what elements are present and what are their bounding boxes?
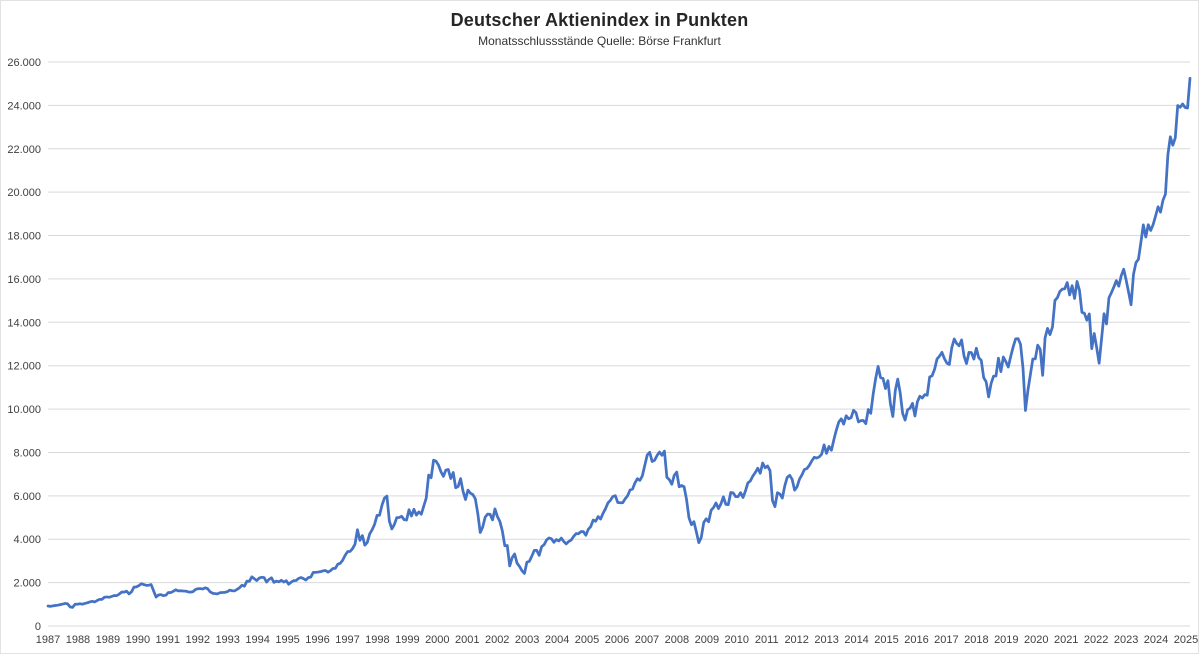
y-axis-label: 18.000 [7, 231, 41, 243]
y-axis-label: 20.000 [7, 187, 41, 199]
x-axis-label: 2024 [1144, 634, 1168, 646]
y-axis-label: 10.000 [7, 404, 41, 416]
x-axis-label: 1994 [245, 634, 269, 646]
x-axis-label: 2021 [1054, 634, 1078, 646]
x-axis-label: 1988 [66, 634, 90, 646]
x-axis-label: 2009 [695, 634, 719, 646]
x-axis-label: 2022 [1084, 634, 1108, 646]
dax-line-series [46, 76, 1192, 609]
x-axis-label: 2014 [844, 634, 868, 646]
x-axis-label: 2000 [425, 634, 449, 646]
y-axis-label: 4.000 [13, 534, 41, 546]
x-axis-label: 1995 [275, 634, 299, 646]
x-axis-label: 2020 [1024, 634, 1048, 646]
x-axis-label: 1991 [156, 634, 180, 646]
x-axis-label: 2018 [964, 634, 988, 646]
x-axis-label: 1992 [185, 634, 209, 646]
x-axis-label: 1997 [335, 634, 359, 646]
x-axis-label: 2003 [515, 634, 539, 646]
y-axis-label: 12.000 [7, 361, 41, 373]
x-axis-label: 1999 [395, 634, 419, 646]
x-axis-label: 1987 [36, 634, 60, 646]
x-axis-label: 1990 [126, 634, 150, 646]
chart-subtitle: Monatsschlussstände Quelle: Börse Frankf… [478, 34, 721, 48]
x-axis-label: 2006 [605, 634, 629, 646]
y-axis-label: 26.000 [7, 57, 41, 69]
x-axis-label: 2001 [455, 634, 479, 646]
y-axis-label: 6.000 [13, 491, 41, 503]
x-axis-label: 2017 [934, 634, 958, 646]
y-axis-label: 16.000 [7, 274, 41, 286]
x-axis-label: 2015 [874, 634, 898, 646]
x-axis-label: 2008 [665, 634, 689, 646]
y-axis-label: 2.000 [13, 578, 41, 590]
x-axis-label: 2016 [904, 634, 928, 646]
x-axis-label: 1996 [305, 634, 329, 646]
y-axis-label: 14.000 [7, 317, 41, 329]
x-axis-label: 2012 [784, 634, 808, 646]
x-axis-label: 2023 [1114, 634, 1138, 646]
x-axis-label: 1989 [96, 634, 120, 646]
y-axis-label: 0 [35, 621, 41, 633]
x-axis-label: 1993 [215, 634, 239, 646]
x-axis-label: 2004 [545, 634, 569, 646]
x-axis-label: 2005 [575, 634, 599, 646]
x-axis-label: 2002 [485, 634, 509, 646]
x-axis-label: 2011 [755, 634, 779, 646]
x-axis-label: 2013 [814, 634, 838, 646]
x-axis-label: 2019 [994, 634, 1018, 646]
x-axis-label: 2007 [635, 634, 659, 646]
x-axis-label: 2025 [1174, 634, 1198, 646]
x-axis-label: 2010 [725, 634, 749, 646]
chart-title: Deutscher Aktienindex in Punkten [450, 10, 749, 30]
y-axis-label: 24.000 [7, 100, 41, 112]
x-axis-label: 1998 [365, 634, 389, 646]
y-axis-label: 8.000 [13, 447, 41, 459]
y-axis-label: 22.000 [7, 144, 41, 156]
